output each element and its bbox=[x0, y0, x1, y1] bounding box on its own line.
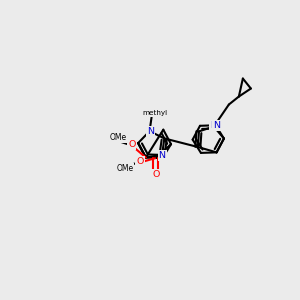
Text: N: N bbox=[210, 121, 218, 130]
Text: O: O bbox=[128, 140, 136, 149]
Text: N: N bbox=[159, 151, 166, 160]
Text: OMe: OMe bbox=[109, 133, 126, 142]
Text: N: N bbox=[147, 127, 154, 136]
Text: methyl: methyl bbox=[142, 110, 167, 116]
Text: OMe: OMe bbox=[116, 164, 134, 173]
Text: N: N bbox=[213, 121, 220, 130]
Text: O: O bbox=[136, 157, 144, 166]
Text: O: O bbox=[152, 170, 160, 179]
